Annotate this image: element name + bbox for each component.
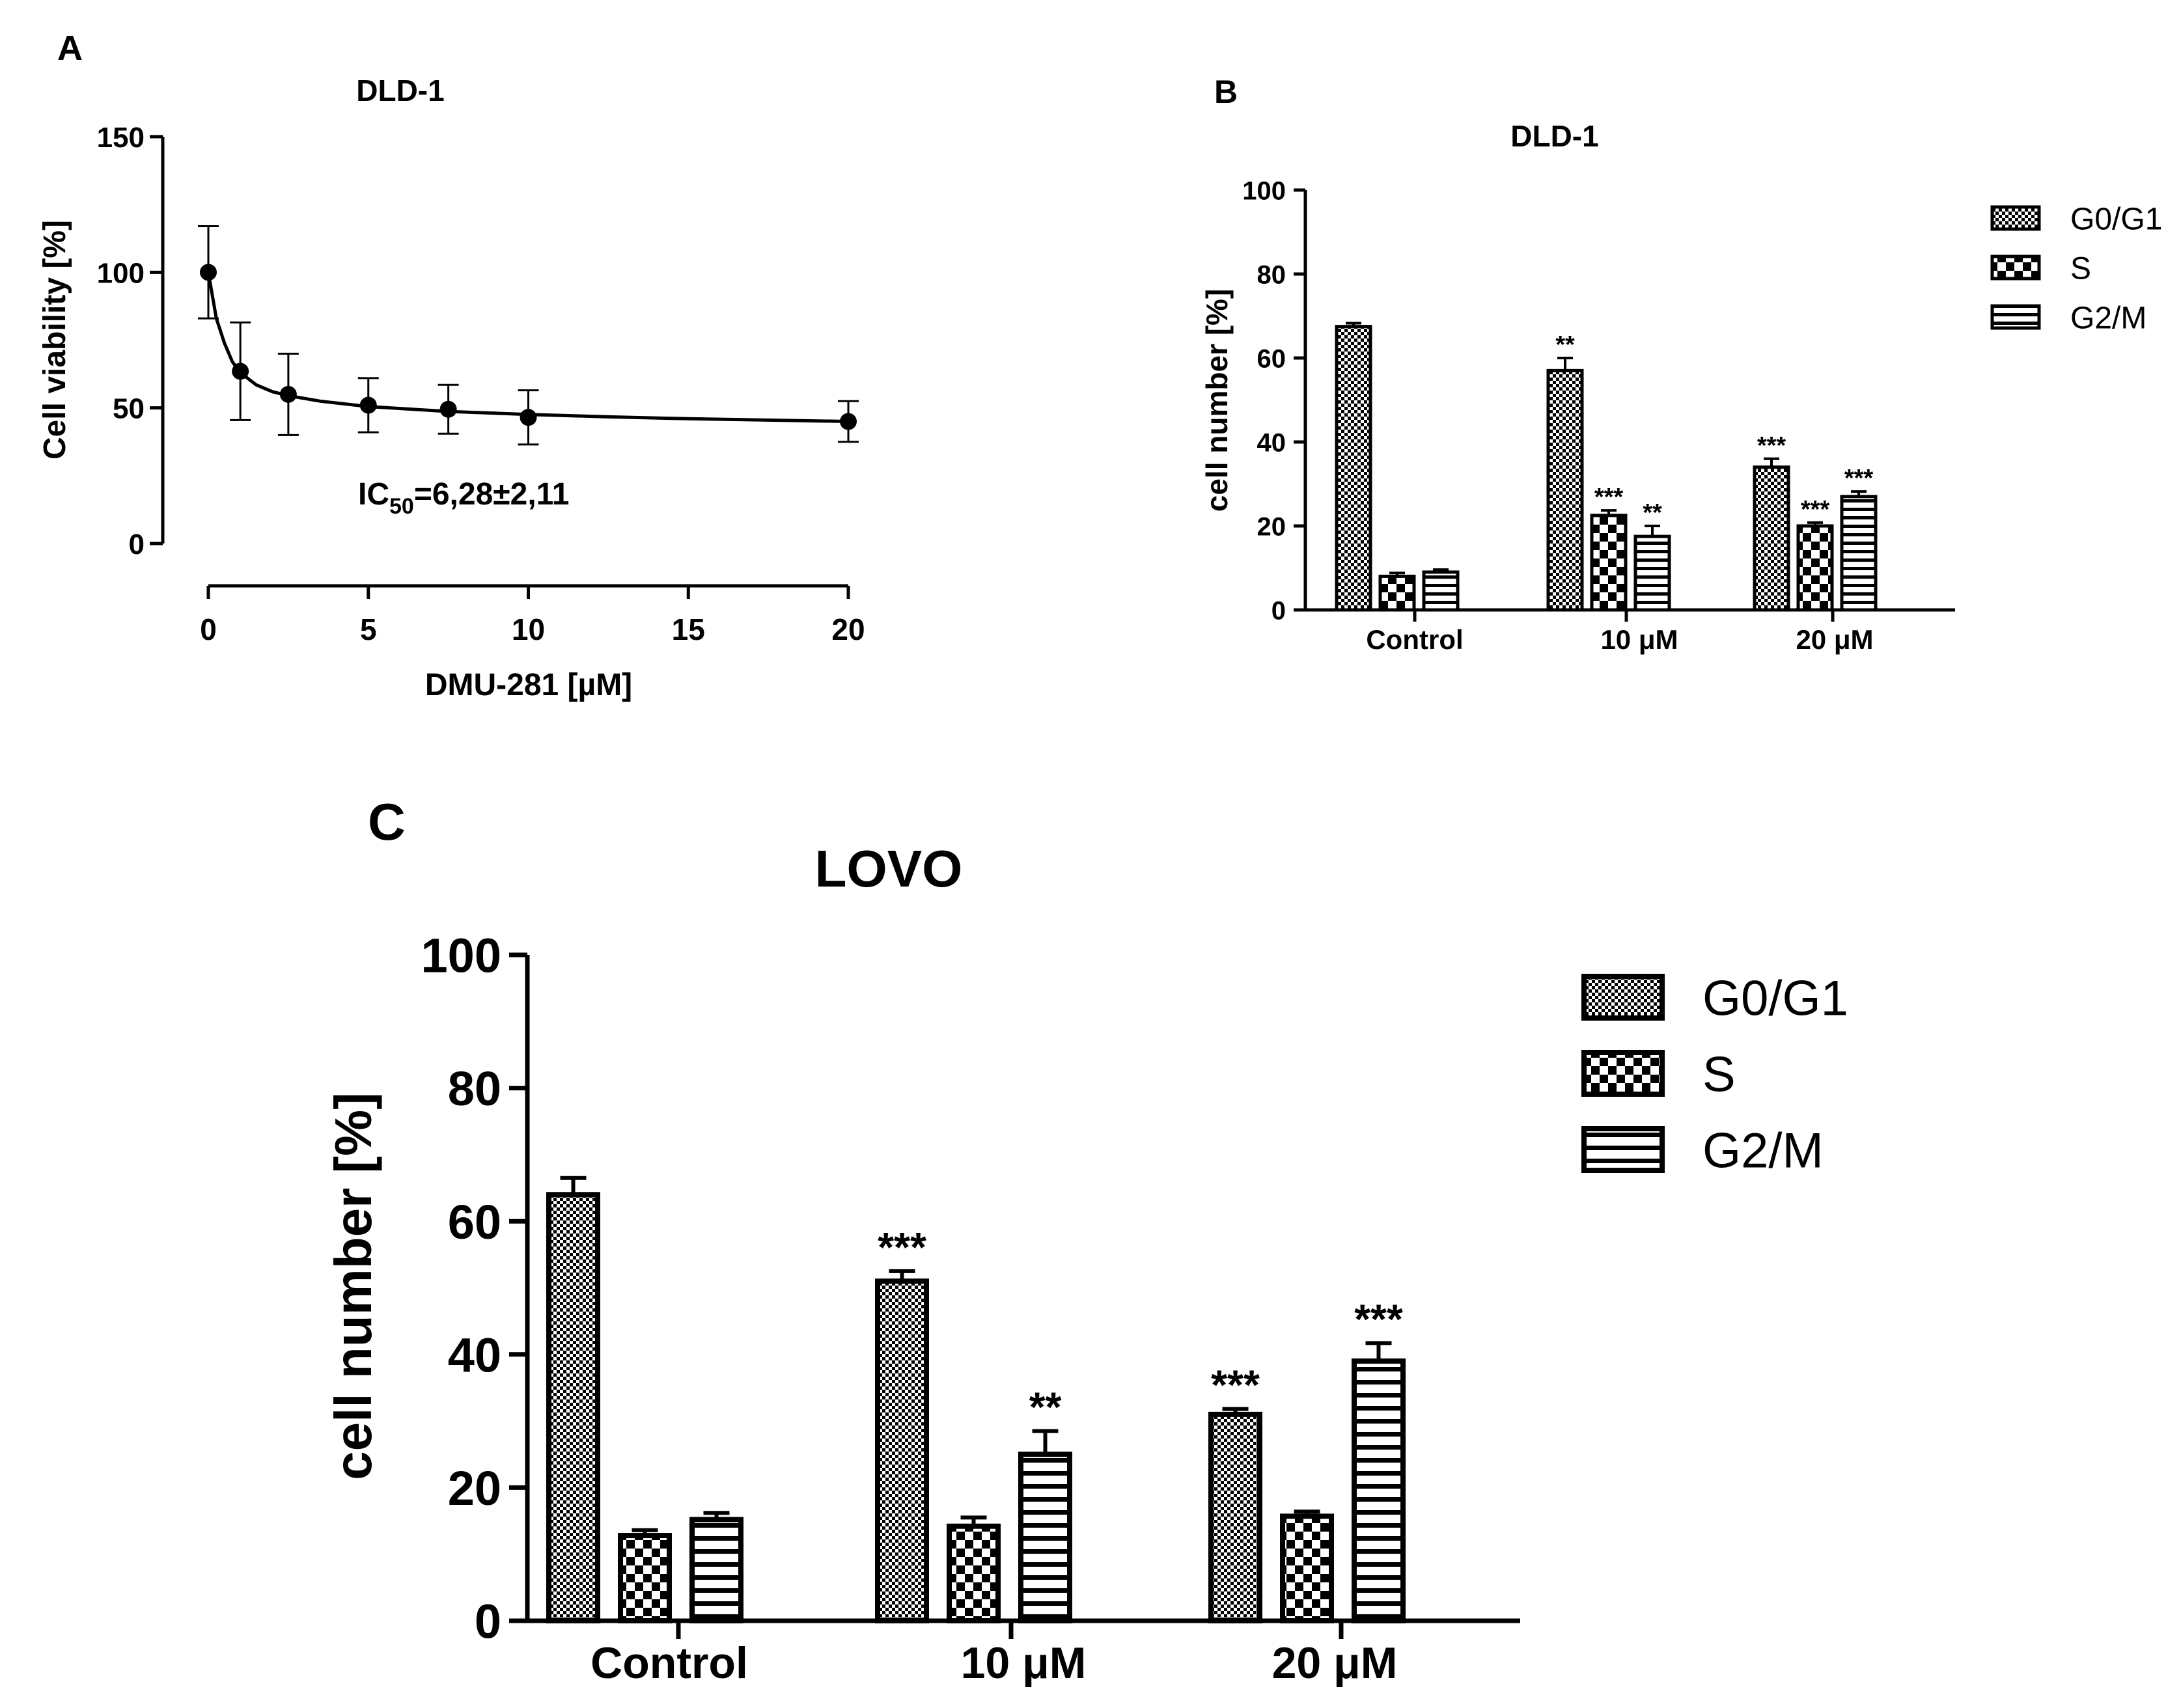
panel-a-label: A	[57, 29, 83, 68]
panel-b-y-tick-label: 80	[1257, 260, 1286, 289]
panel-b-legend-swatch	[1990, 304, 2041, 330]
panel-a-y-tick-label: 100	[97, 257, 145, 289]
panel-a-data-point	[359, 396, 377, 414]
panel-b-legend: G0/G1 S G2/M	[1990, 202, 2162, 335]
panel-a-fit-curve	[206, 271, 849, 423]
panel-b-bar	[1753, 465, 1790, 612]
panel-b-significance-label: ***	[1757, 432, 1786, 460]
panel-a-x-tick-label: 20	[831, 613, 865, 646]
panel-c-y-tick-label: 40	[448, 1328, 501, 1382]
panel-a-data-point	[279, 385, 297, 403]
panel-a-data-point	[232, 363, 249, 380]
panel-b: B DLD-1 cell number [%] 0 20 40 60 80 100 Cont…	[1200, 74, 2162, 655]
panel-b-y-tick-label: 100	[1242, 176, 1286, 205]
panel-b-legend-swatch	[1990, 255, 2041, 281]
panel-b-significance-label: **	[1643, 499, 1662, 527]
panel-b-category-label: 10 μM	[1600, 624, 1678, 655]
panel-c-y-tick-label: 100	[421, 929, 501, 983]
panel-b-marks: ******** ********	[1335, 322, 1878, 612]
panel-c-legend-swatch	[1581, 1126, 1665, 1173]
panel-c-legend-label: G0/G1	[1702, 971, 1848, 1026]
panel-b-ylabel: cell number [%]	[1200, 289, 1234, 512]
panel-b-bar	[1335, 325, 1372, 612]
panel-a-y-tick-label: 50	[113, 393, 145, 425]
panel-c-y-tick-label: 60	[448, 1195, 501, 1249]
panel-a-data-point	[439, 400, 457, 418]
panel-c-legend-label: G2/M	[1702, 1123, 1824, 1178]
panel-b-significance-label: ***	[1594, 484, 1624, 511]
panel-c-bar	[689, 1517, 743, 1623]
panel-a-y-tick-label: 0	[129, 529, 145, 560]
panel-b-bar	[1422, 570, 1460, 612]
panel-a-x-tick-label: 5	[360, 613, 377, 646]
panel-a-x-tick-label: 15	[672, 613, 705, 646]
panel-c-bar	[1352, 1358, 1406, 1624]
panel-b-legend-swatch	[1990, 205, 2041, 231]
panel-a-marks	[198, 225, 859, 446]
panel-c-label: C	[368, 793, 406, 851]
panel-a-ic50: IC50=6,28±2,11	[358, 477, 569, 519]
panel-c-ylabel: cell number [%]	[324, 1092, 382, 1480]
panel-b-bar	[1840, 495, 1878, 612]
panel-c-bar	[947, 1523, 1001, 1623]
panel-b-significance-label: ***	[1844, 465, 1874, 492]
panel-a-x-tick-label: 10	[512, 613, 545, 646]
panel-c-y-tick-label: 20	[448, 1461, 501, 1515]
panel-b-y-tick-label: 60	[1257, 344, 1286, 373]
panel-b-significance-label: ***	[1801, 496, 1830, 523]
panel-a-title: DLD-1	[356, 74, 444, 107]
panel-c-significance-label: ***	[1211, 1362, 1260, 1409]
panel-b-bar	[1546, 368, 1584, 612]
panel-b-legend-label: S	[2070, 251, 2091, 286]
panel-c: C LOVO cell number [%] 0 20 40 60 80 100 Contr…	[324, 793, 1848, 1688]
panel-c-y-tick-label: 0	[475, 1595, 501, 1649]
panel-b-bar	[1633, 534, 1671, 612]
panel-c-bar	[1280, 1513, 1334, 1623]
panel-b-title: DLD-1	[1510, 119, 1598, 153]
panel-c-category-label: Control	[590, 1638, 748, 1688]
panel-a-y-tick-label: 150	[97, 122, 145, 154]
panel-b-label: B	[1214, 74, 1238, 110]
panel-c-bar	[1018, 1452, 1072, 1623]
panel-c-significance-label: ***	[1354, 1295, 1403, 1342]
panel-a-axes: 0 50 100 150 0 5 10 15 20	[97, 122, 865, 646]
panel-a: A DLD-1 Cell viability [%] DMU-281 [µM] …	[38, 29, 865, 702]
panel-c-legend-label: S	[1702, 1047, 1736, 1102]
panel-a-data-point	[520, 409, 537, 426]
panel-b-legend-label: G2/M	[2070, 301, 2146, 335]
panel-c-category-label: 10 μM	[961, 1638, 1087, 1688]
panel-c-significance-label: ***	[878, 1224, 926, 1271]
panel-b-bar	[1796, 524, 1834, 612]
panel-c-marks: ***********	[546, 1176, 1406, 1624]
panel-c-significance-label: **	[1029, 1383, 1062, 1430]
panel-b-category-label: 20 μM	[1796, 624, 1873, 655]
panel-a-xlabel: DMU-281 [µM]	[425, 668, 632, 702]
panel-c-bar	[1208, 1411, 1262, 1624]
panel-a-data-point	[840, 413, 857, 430]
panel-c-legend: G0/G1 S G2/M	[1581, 971, 1848, 1178]
panel-c-legend-swatch	[1581, 974, 1665, 1021]
panel-b-bar	[1590, 514, 1628, 612]
panel-c-y-tick-label: 80	[448, 1062, 501, 1116]
panel-c-bar	[618, 1533, 672, 1623]
panel-b-y-tick-label: 20	[1257, 512, 1286, 541]
panel-c-category-label: 20 μM	[1272, 1638, 1398, 1688]
panel-b-category-label: Control	[1366, 624, 1463, 655]
panel-c-bar	[875, 1278, 929, 1623]
panel-b-significance-label: **	[1555, 331, 1575, 359]
panel-a-x-tick-label: 0	[200, 613, 217, 646]
panel-c-legend-swatch	[1581, 1050, 1665, 1097]
panel-a-data-point	[200, 264, 217, 281]
panel-b-y-tick-label: 0	[1271, 596, 1286, 625]
panel-b-legend-label: G0/G1	[2070, 202, 2162, 236]
panel-c-bar	[546, 1192, 600, 1623]
panel-c-title: LOVO	[815, 840, 963, 898]
panel-b-bar	[1378, 574, 1416, 612]
panel-b-y-tick-label: 40	[1257, 428, 1286, 457]
panel-a-ylabel: Cell viability [%]	[38, 220, 72, 460]
